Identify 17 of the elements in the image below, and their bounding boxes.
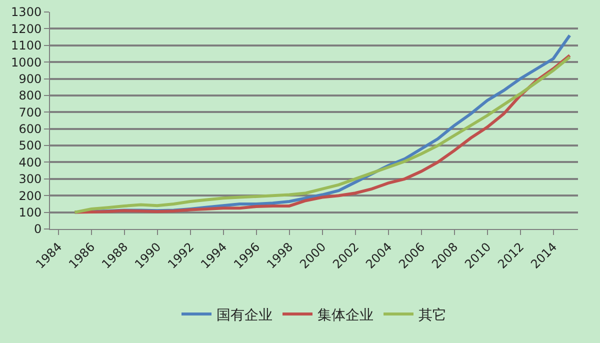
y-tick-label: 600 — [18, 122, 42, 136]
y-tick-label: 1000 — [11, 55, 42, 70]
y-tick-label: 1100 — [11, 38, 42, 53]
y-tick-label: 300 — [18, 172, 42, 186]
y-tick-label: 1200 — [11, 22, 42, 36]
y-tick-label: 100 — [18, 206, 42, 220]
y-tick-label: 800 — [18, 88, 42, 103]
y-tick-label: 900 — [18, 72, 42, 86]
y-tick-label: 500 — [18, 138, 42, 153]
legend-label: 国有企业 — [216, 308, 272, 324]
legend-label: 其它 — [418, 308, 446, 324]
legend-label: 集体企业 — [318, 308, 374, 324]
y-tick-label: 0 — [34, 222, 42, 236]
y-tick-label: 700 — [18, 105, 42, 120]
y-tick-label: 400 — [18, 155, 42, 170]
y-tick-label: 200 — [18, 188, 42, 203]
y-tick-label: 1300 — [11, 5, 42, 20]
